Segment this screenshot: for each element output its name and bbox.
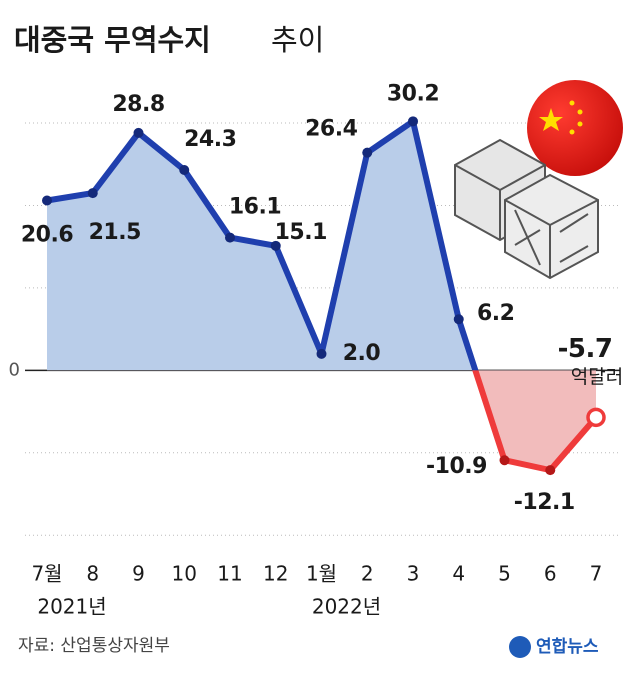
value-label: 26.4 xyxy=(305,117,357,142)
marker xyxy=(499,455,510,466)
chart-title: 대중국 무역수지 xyxy=(14,23,211,57)
marker xyxy=(316,348,327,359)
source: 자료: 산업통상자원부 xyxy=(18,636,170,656)
y-tick-label: 0 xyxy=(9,359,20,380)
value-label: 6.2 xyxy=(477,301,514,326)
marker xyxy=(225,232,235,243)
value-label: -10.9 xyxy=(426,454,487,479)
value-label: 28.8 xyxy=(112,92,164,117)
x-tick-label: 5 xyxy=(498,562,511,586)
marker xyxy=(42,195,52,206)
x-tick-label: 7 xyxy=(590,562,603,586)
value-label: 16.1 xyxy=(229,195,281,220)
chart-title-suffix: 추이 xyxy=(271,23,324,57)
x-tick-label: 9 xyxy=(132,562,145,586)
marker xyxy=(545,465,556,476)
value-label: 20.6 xyxy=(21,222,73,247)
marker xyxy=(408,116,418,127)
x-tick-label: 7월 xyxy=(31,562,62,586)
x-tick-label: 12 xyxy=(263,562,288,586)
logo: 연합뉴스 xyxy=(536,636,599,657)
x-tick-label: 10 xyxy=(172,562,197,586)
marker xyxy=(270,240,281,251)
x-tick-label: 6 xyxy=(544,562,557,586)
x-tick-label: 2 xyxy=(361,562,374,586)
year-label: 2021년 xyxy=(37,595,106,619)
value-label: -12.1 xyxy=(514,490,575,515)
logo-icon xyxy=(509,636,531,658)
area-negative xyxy=(47,370,596,471)
marker xyxy=(362,147,373,158)
marker xyxy=(453,314,464,325)
marker xyxy=(179,164,190,175)
value-label: 21.5 xyxy=(89,220,141,245)
x-tick-label: 3 xyxy=(407,562,420,586)
value-label: 2.0 xyxy=(343,341,381,366)
value-label: 30.2 xyxy=(387,81,439,106)
value-label: -5.7 xyxy=(558,334,613,364)
marker xyxy=(133,127,144,138)
marker-last xyxy=(586,407,606,428)
x-tick-label: 1월 xyxy=(306,562,337,586)
x-tick-label: 8 xyxy=(86,562,99,586)
x-tick-label: 4 xyxy=(452,562,465,586)
value-label: 24.3 xyxy=(184,127,236,152)
x-tick-label: 11 xyxy=(217,562,242,586)
decoration xyxy=(454,80,623,280)
year-label: 2022년 xyxy=(312,595,381,619)
value-label: 15.1 xyxy=(275,220,327,245)
unit-label: 억달러 xyxy=(571,366,623,388)
marker xyxy=(87,188,98,199)
